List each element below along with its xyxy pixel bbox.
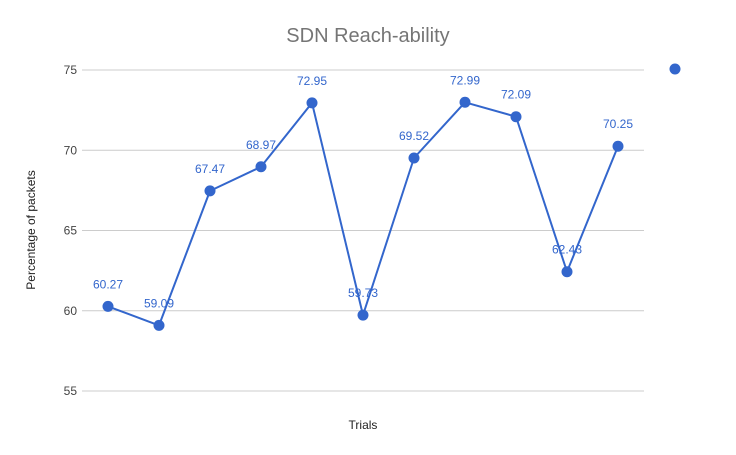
data-point	[102, 300, 114, 312]
data-label: 72.99	[450, 73, 480, 87]
data-label: 68.97	[246, 138, 276, 152]
data-point	[357, 309, 369, 321]
chart-title: SDN Reach-ability	[286, 25, 449, 47]
y-axis-label: Percentage of packets	[24, 170, 38, 289]
y-tick-label: 60	[64, 304, 78, 318]
data-point	[408, 152, 420, 164]
data-label: 69.52	[399, 129, 429, 143]
y-tick-label: 65	[64, 224, 78, 238]
data-point	[153, 319, 165, 331]
series-layer	[102, 96, 624, 331]
data-point	[561, 266, 573, 278]
data-label: 72.09	[501, 88, 531, 102]
y-axis-ticks: 55 60 65 70 75	[64, 63, 78, 398]
y-tick-label: 75	[64, 63, 78, 77]
legend	[669, 63, 681, 75]
legend-marker	[669, 63, 681, 75]
data-label: 60.27	[93, 277, 123, 291]
data-label: 62.43	[552, 243, 582, 257]
data-label: 70.25	[603, 117, 633, 131]
data-labels: 60.27 59.09 67.47 68.97 72.95 59.73 69.52 72.99…	[93, 73, 633, 310]
y-tick-label: 70	[64, 143, 78, 157]
data-point	[459, 96, 471, 108]
data-point	[204, 185, 216, 197]
data-label: 67.47	[195, 162, 225, 176]
gridlines	[82, 69, 644, 392]
data-label: 59.09	[144, 296, 174, 310]
data-point	[306, 97, 318, 109]
data-label: 72.95	[297, 74, 327, 88]
y-tick-label: 55	[64, 384, 78, 398]
data-label: 59.73	[348, 286, 378, 300]
x-axis-label: Trials	[349, 418, 378, 432]
data-point	[612, 140, 624, 152]
data-point	[510, 111, 522, 123]
data-point	[255, 161, 267, 173]
